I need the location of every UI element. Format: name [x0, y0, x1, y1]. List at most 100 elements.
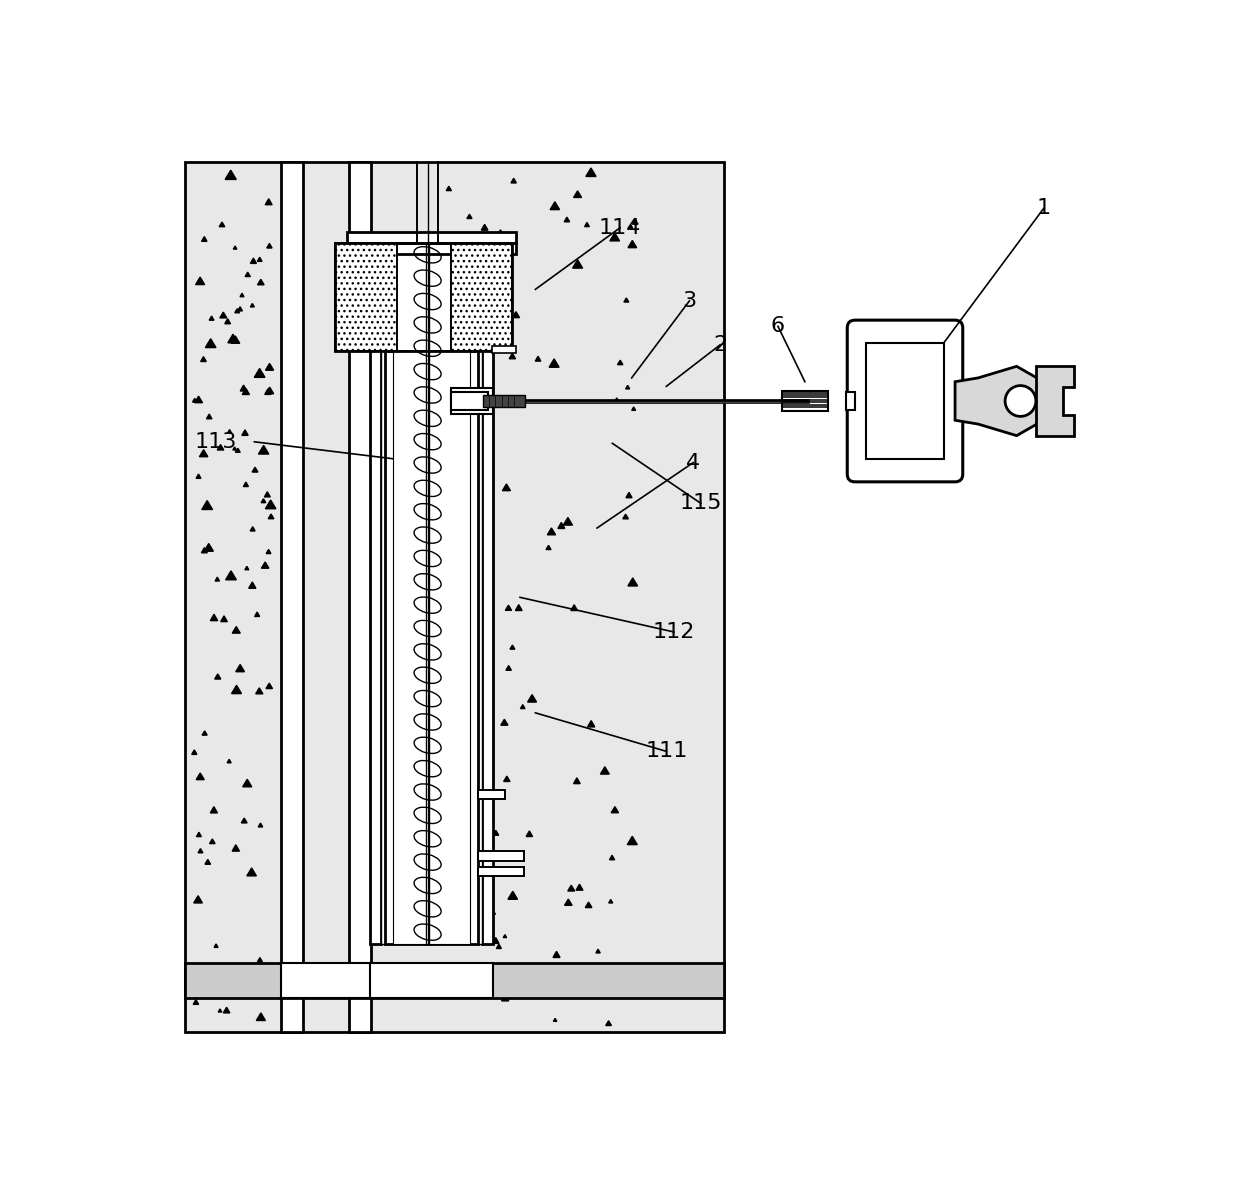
- Polygon shape: [254, 611, 259, 616]
- Bar: [370, 963, 494, 998]
- Polygon shape: [414, 909, 418, 913]
- Polygon shape: [547, 528, 556, 535]
- Polygon shape: [553, 1018, 557, 1022]
- Polygon shape: [467, 215, 472, 218]
- Polygon shape: [215, 577, 219, 581]
- Text: 113: 113: [195, 432, 237, 452]
- Polygon shape: [267, 550, 270, 553]
- Polygon shape: [506, 665, 511, 670]
- Polygon shape: [217, 445, 223, 451]
- Polygon shape: [501, 719, 508, 725]
- Bar: [281, 162, 303, 1032]
- Text: 1: 1: [1037, 199, 1050, 218]
- Polygon shape: [205, 544, 213, 551]
- Polygon shape: [196, 277, 205, 285]
- Text: 114: 114: [599, 218, 641, 237]
- Polygon shape: [448, 712, 456, 719]
- Polygon shape: [211, 807, 217, 813]
- Polygon shape: [250, 527, 255, 530]
- Polygon shape: [511, 179, 516, 182]
- Polygon shape: [573, 260, 583, 268]
- Polygon shape: [238, 306, 243, 311]
- Polygon shape: [265, 364, 274, 371]
- Polygon shape: [551, 201, 559, 210]
- Bar: [347, 232, 516, 243]
- Polygon shape: [512, 311, 520, 317]
- Bar: [450, 243, 512, 350]
- Polygon shape: [502, 484, 511, 491]
- Polygon shape: [247, 868, 257, 876]
- Polygon shape: [265, 199, 272, 205]
- Polygon shape: [549, 359, 559, 367]
- Bar: [846, 392, 854, 410]
- Polygon shape: [510, 353, 516, 359]
- Polygon shape: [210, 316, 215, 321]
- Polygon shape: [258, 822, 263, 827]
- Bar: [866, 343, 945, 459]
- Polygon shape: [196, 832, 201, 837]
- Polygon shape: [422, 683, 427, 688]
- Polygon shape: [198, 849, 203, 852]
- Bar: [350, 162, 371, 1032]
- Polygon shape: [196, 474, 201, 478]
- Bar: [185, 963, 724, 998]
- Polygon shape: [501, 995, 508, 1001]
- Polygon shape: [224, 318, 231, 324]
- Polygon shape: [196, 772, 205, 780]
- Polygon shape: [536, 356, 541, 361]
- Polygon shape: [412, 743, 417, 746]
- Polygon shape: [218, 1008, 222, 1012]
- Bar: [477, 851, 523, 861]
- Polygon shape: [246, 272, 250, 277]
- Polygon shape: [232, 627, 241, 633]
- Polygon shape: [516, 604, 522, 610]
- Polygon shape: [558, 522, 564, 528]
- Polygon shape: [201, 547, 207, 553]
- Polygon shape: [631, 406, 636, 410]
- Polygon shape: [232, 845, 239, 851]
- Polygon shape: [605, 1020, 611, 1025]
- Polygon shape: [585, 168, 596, 176]
- Polygon shape: [955, 366, 1044, 435]
- Polygon shape: [195, 396, 202, 403]
- Polygon shape: [618, 360, 622, 365]
- Polygon shape: [241, 385, 247, 391]
- Polygon shape: [588, 721, 595, 727]
- Polygon shape: [236, 664, 244, 672]
- Polygon shape: [464, 613, 469, 616]
- Bar: [450, 387, 494, 414]
- Polygon shape: [258, 279, 264, 285]
- Polygon shape: [446, 591, 450, 595]
- Polygon shape: [262, 498, 265, 503]
- Polygon shape: [609, 900, 613, 904]
- Bar: [781, 391, 828, 411]
- Polygon shape: [252, 467, 258, 472]
- Polygon shape: [480, 468, 486, 474]
- Polygon shape: [210, 839, 215, 844]
- Polygon shape: [201, 356, 206, 361]
- Polygon shape: [425, 739, 430, 743]
- Circle shape: [1006, 385, 1035, 416]
- Polygon shape: [479, 658, 487, 665]
- Polygon shape: [226, 170, 237, 180]
- Polygon shape: [193, 895, 202, 904]
- Polygon shape: [503, 935, 507, 938]
- Text: 6: 6: [771, 316, 785, 336]
- Polygon shape: [264, 492, 270, 497]
- Polygon shape: [244, 566, 249, 570]
- Polygon shape: [241, 979, 244, 983]
- Polygon shape: [422, 859, 429, 865]
- Polygon shape: [265, 389, 272, 395]
- Polygon shape: [472, 826, 482, 833]
- Polygon shape: [243, 780, 252, 787]
- Polygon shape: [632, 219, 639, 224]
- Polygon shape: [570, 604, 578, 610]
- Text: 3: 3: [682, 291, 697, 311]
- Polygon shape: [503, 776, 510, 782]
- Bar: [335, 243, 512, 350]
- Polygon shape: [532, 983, 541, 991]
- Text: 2: 2: [713, 335, 728, 355]
- Bar: [450, 392, 487, 410]
- Polygon shape: [527, 695, 537, 702]
- Polygon shape: [241, 293, 244, 297]
